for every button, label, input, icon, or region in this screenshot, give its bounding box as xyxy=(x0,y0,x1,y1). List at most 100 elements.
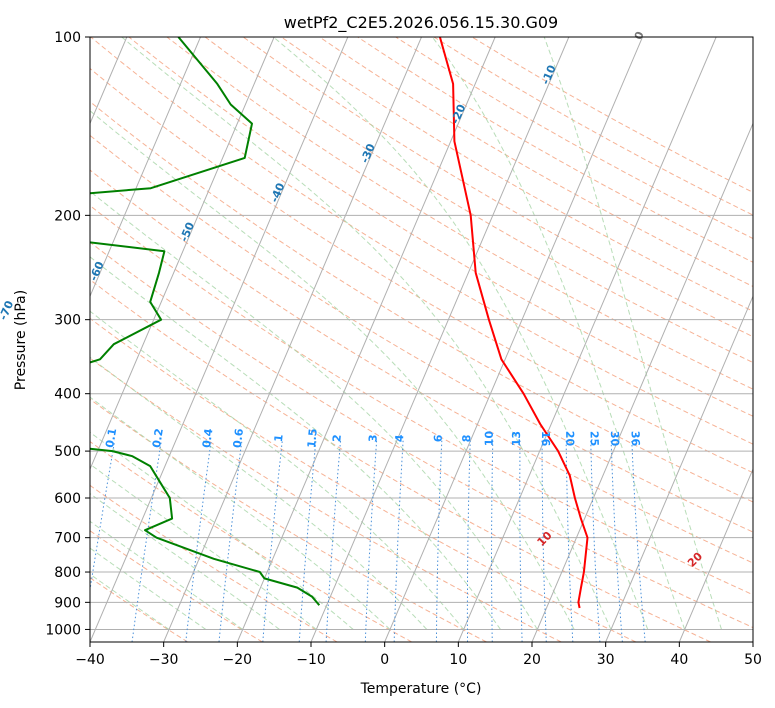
dry-adiabat-line xyxy=(281,37,753,312)
plot-frame xyxy=(89,36,754,643)
temperature-profile-line xyxy=(438,37,589,609)
isotherm-line xyxy=(384,37,643,642)
x-tick-label: −10 xyxy=(296,652,326,668)
mixing-ratio-line xyxy=(218,440,243,642)
y-tick-label: 400 xyxy=(54,387,81,403)
dry-adiabat-line xyxy=(166,37,753,390)
moist-adiabat-line xyxy=(90,190,538,630)
mixing-ratio-line xyxy=(393,440,404,642)
mixing-ratio-line xyxy=(325,440,342,642)
moist-adiabat-line xyxy=(90,547,207,630)
x-tick-label: −40 xyxy=(75,652,105,668)
y-tick-label: 200 xyxy=(54,208,81,224)
isotherm-line xyxy=(678,467,753,642)
mixing-ratio-label: 20 xyxy=(563,431,576,447)
y-tick-label: 800 xyxy=(54,565,81,581)
moist-adiabat-line xyxy=(90,256,501,630)
mixing-ratio-line xyxy=(519,440,523,642)
y-tick-label: 500 xyxy=(54,444,81,460)
isotherm-line xyxy=(310,37,570,642)
dry-adiabat-line xyxy=(90,67,753,474)
x-tick-label: 30 xyxy=(597,652,615,668)
moist-adiabat-line xyxy=(90,520,243,630)
mixing-ratio-line xyxy=(631,440,646,642)
moist-adiabat-line xyxy=(90,110,575,630)
mixing-ratio-label: 10 xyxy=(483,430,496,446)
plot-area xyxy=(90,37,753,642)
mixing-ratio-label: 16 xyxy=(539,431,552,447)
isotherm-line xyxy=(457,37,717,642)
mixing-ratio-label: 1 xyxy=(272,434,286,443)
mixing-ratio-line xyxy=(466,440,471,642)
moist-adiabat-line xyxy=(121,37,612,630)
mixing-ratio-label: 0.4 xyxy=(200,427,216,448)
mixing-ratio-label: 13 xyxy=(510,431,523,446)
y-tick-label: 600 xyxy=(54,491,81,507)
isotherm-line xyxy=(90,37,201,298)
mixing-ratio-label: 30 xyxy=(608,431,622,447)
dry-adiabat-line xyxy=(90,134,753,533)
mixing-ratio-label: 1.5 xyxy=(305,428,320,449)
isotherm-line xyxy=(236,37,496,642)
grid-layer xyxy=(90,37,753,642)
moist-adiabat-line xyxy=(543,37,722,630)
isotherm-line xyxy=(531,122,753,642)
mixing-ratio-label: 3 xyxy=(366,434,380,443)
dry-adiabat-line xyxy=(90,440,413,642)
mixing-ratio-label: 0.1 xyxy=(103,427,119,448)
moist-adiabat-line xyxy=(90,463,317,630)
x-tick-label: −20 xyxy=(223,652,253,668)
mixing-ratio-label: 6 xyxy=(432,434,445,443)
x-tick-label: −30 xyxy=(149,652,179,668)
isotherm-line xyxy=(90,37,275,471)
x-tick-label: 50 xyxy=(744,652,762,668)
isotherm-line xyxy=(90,37,349,642)
mixing-ratio-line xyxy=(90,440,116,593)
dewpoint-profile-line xyxy=(90,37,321,606)
dry-adiabat-line xyxy=(90,484,338,642)
mixing-ratio-line xyxy=(565,440,574,642)
moist-adiabat-line xyxy=(431,37,686,630)
moist-adiabat-line xyxy=(90,356,428,630)
mixing-ratio-line xyxy=(262,440,283,642)
x-tick-label: 10 xyxy=(449,652,467,668)
chart-title: wetPf2_C2E5.2026.056.15.30.G09 xyxy=(284,13,558,33)
dry-adiabat-line xyxy=(90,204,753,596)
isotherm-line xyxy=(163,37,422,642)
mixing-ratio-label: 25 xyxy=(588,431,601,447)
mixing-ratio-label: 0.2 xyxy=(150,427,166,448)
x-tick-label: 40 xyxy=(670,652,688,668)
mixing-ratio-label: 8 xyxy=(460,434,473,442)
mixing-ratio-line xyxy=(610,440,623,642)
dry-adiabat-line xyxy=(90,100,753,503)
dry-adiabat-line xyxy=(90,398,487,642)
moist-adiabat-line xyxy=(273,37,649,630)
y-tick-label: 700 xyxy=(54,531,81,547)
mixing-ratio-line xyxy=(185,440,212,642)
mixing-ratio-label: 0.6 xyxy=(231,427,246,448)
mixing-ratio-line xyxy=(131,440,162,642)
dry-adiabat-line xyxy=(90,241,753,629)
mixing-ratio-line xyxy=(435,440,443,642)
mixing-ratio-line xyxy=(364,440,378,642)
y-tick-label: 300 xyxy=(54,313,81,329)
y-tick-label: 100 xyxy=(54,30,81,46)
y-axis-label: Pressure (hPa) xyxy=(13,290,29,390)
x-axis-label: Temperature (°C) xyxy=(360,681,482,697)
mixing-ratio-label: 4 xyxy=(393,434,406,443)
moist-adiabat-line xyxy=(90,431,354,630)
x-tick-label: 0 xyxy=(380,652,389,668)
y-tick-label: 900 xyxy=(54,595,81,611)
x-tick-label: 20 xyxy=(523,652,541,668)
mixing-ratio-line xyxy=(491,440,494,642)
dry-adiabat-line xyxy=(242,37,753,338)
mixing-ratio-line xyxy=(590,440,601,642)
moist-adiabat-line xyxy=(90,310,465,630)
y-tick-label: 1000 xyxy=(45,622,81,638)
mixing-ratio-line xyxy=(541,440,547,642)
isotherm-line xyxy=(605,295,753,642)
moist-adiabat-line xyxy=(90,573,170,630)
dry-adiabat-line xyxy=(90,317,637,642)
dry-adiabat-line xyxy=(90,279,711,642)
